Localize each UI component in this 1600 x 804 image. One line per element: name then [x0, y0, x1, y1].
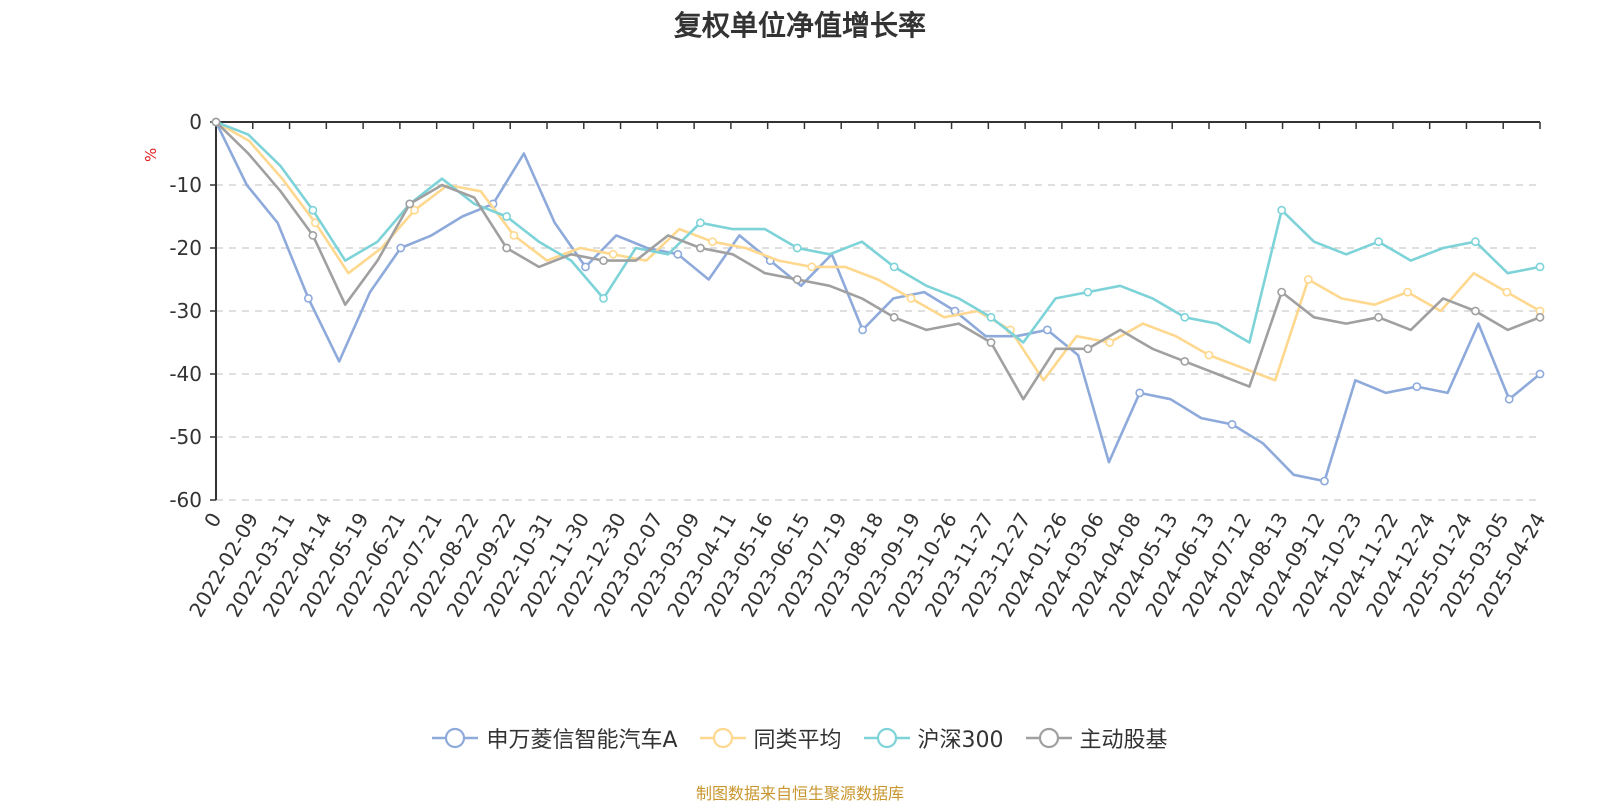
chart-title: 复权单位净值增长率	[673, 9, 926, 42]
series-point	[1277, 205, 1287, 215]
series-layer	[211, 117, 1545, 486]
series-point	[1471, 237, 1480, 247]
y-axis-label: %	[142, 148, 160, 162]
series-point	[1227, 419, 1237, 429]
series-point	[858, 325, 868, 335]
series-point	[695, 218, 705, 228]
series-point	[310, 218, 320, 228]
series-point	[608, 249, 618, 259]
series-point	[1042, 325, 1052, 335]
series-point	[1412, 382, 1422, 391]
series-point	[986, 338, 996, 347]
series-point	[509, 230, 519, 240]
series-point	[308, 230, 318, 240]
series-point	[410, 205, 419, 215]
series-point	[211, 117, 221, 127]
series-point	[1204, 350, 1214, 360]
series-point	[708, 237, 717, 247]
series-point	[599, 256, 608, 265]
y-tick-label: -20	[169, 236, 202, 260]
series-point	[1320, 476, 1329, 486]
series-point	[303, 293, 313, 303]
legend-marker-icon	[432, 727, 479, 749]
legend-item[interactable]: 主动股基	[1025, 722, 1168, 754]
series-point	[1374, 312, 1383, 322]
series-point	[502, 243, 512, 253]
y-tick-label: -10	[169, 173, 202, 197]
series-line-3	[215, 121, 1541, 401]
series-point	[1180, 312, 1190, 322]
legend-label: 主动股基	[1079, 728, 1168, 753]
grid-layer	[216, 184, 1540, 501]
series-point	[1374, 237, 1383, 247]
series-point	[1277, 287, 1287, 297]
legend-marker-icon	[863, 727, 910, 749]
y-tick-label: -30	[169, 299, 202, 323]
source-note: 制图数据来自恒生聚源数据库	[695, 784, 904, 803]
series-point	[807, 262, 817, 272]
series-point	[405, 199, 415, 209]
series-point	[695, 243, 705, 253]
series-point	[792, 243, 802, 253]
legend-label: 沪深300	[917, 728, 1004, 753]
y-tick-label: -40	[169, 362, 202, 386]
series-point	[889, 312, 899, 322]
legend-label: 同类平均	[753, 728, 842, 753]
series-point	[1403, 287, 1412, 297]
series-point	[986, 312, 996, 322]
axis-layer: 0-10-20-30-40-50-6002022-02-092022-03-11…	[169, 110, 1550, 621]
series-point	[1180, 356, 1190, 366]
series-point	[1535, 262, 1545, 272]
series-line-0	[214, 121, 1541, 483]
legend-marker-icon	[699, 727, 746, 749]
series-point	[1303, 275, 1313, 284]
y-tick-label: -60	[169, 488, 202, 512]
legend-item[interactable]: 沪深300	[863, 722, 1004, 754]
x-tick-label: 0	[199, 509, 226, 532]
series-point	[1083, 344, 1093, 354]
y-tick-label: -50	[169, 425, 202, 449]
chart-legend: 申万菱信智能汽车A 同类平均 沪深300 主动股基	[0, 722, 1600, 754]
y-tick-label: 0	[189, 110, 202, 134]
series-point	[1504, 394, 1514, 404]
legend-item[interactable]: 同类平均	[699, 722, 842, 754]
series-point	[396, 243, 406, 253]
series-point	[792, 275, 802, 284]
series-point	[599, 293, 608, 303]
series-point	[1135, 388, 1145, 398]
series-point	[581, 262, 590, 272]
series-point	[1105, 338, 1115, 347]
series-point	[308, 205, 318, 215]
series-point	[1535, 369, 1545, 379]
series-point	[1502, 287, 1512, 297]
legend-marker-icon	[1025, 727, 1072, 749]
series-line-2	[215, 120, 1541, 344]
series-point	[906, 293, 916, 303]
series-point	[673, 249, 683, 259]
legend-label: 申万菱信智能汽车A	[486, 728, 678, 753]
series-point	[1471, 306, 1480, 316]
series-point	[1083, 287, 1093, 297]
legend-item[interactable]: 申万菱信智能汽车A	[432, 722, 678, 754]
series-point	[889, 262, 899, 272]
series-point	[1535, 312, 1545, 322]
series-point	[502, 212, 512, 221]
series-line-1	[215, 120, 1541, 382]
